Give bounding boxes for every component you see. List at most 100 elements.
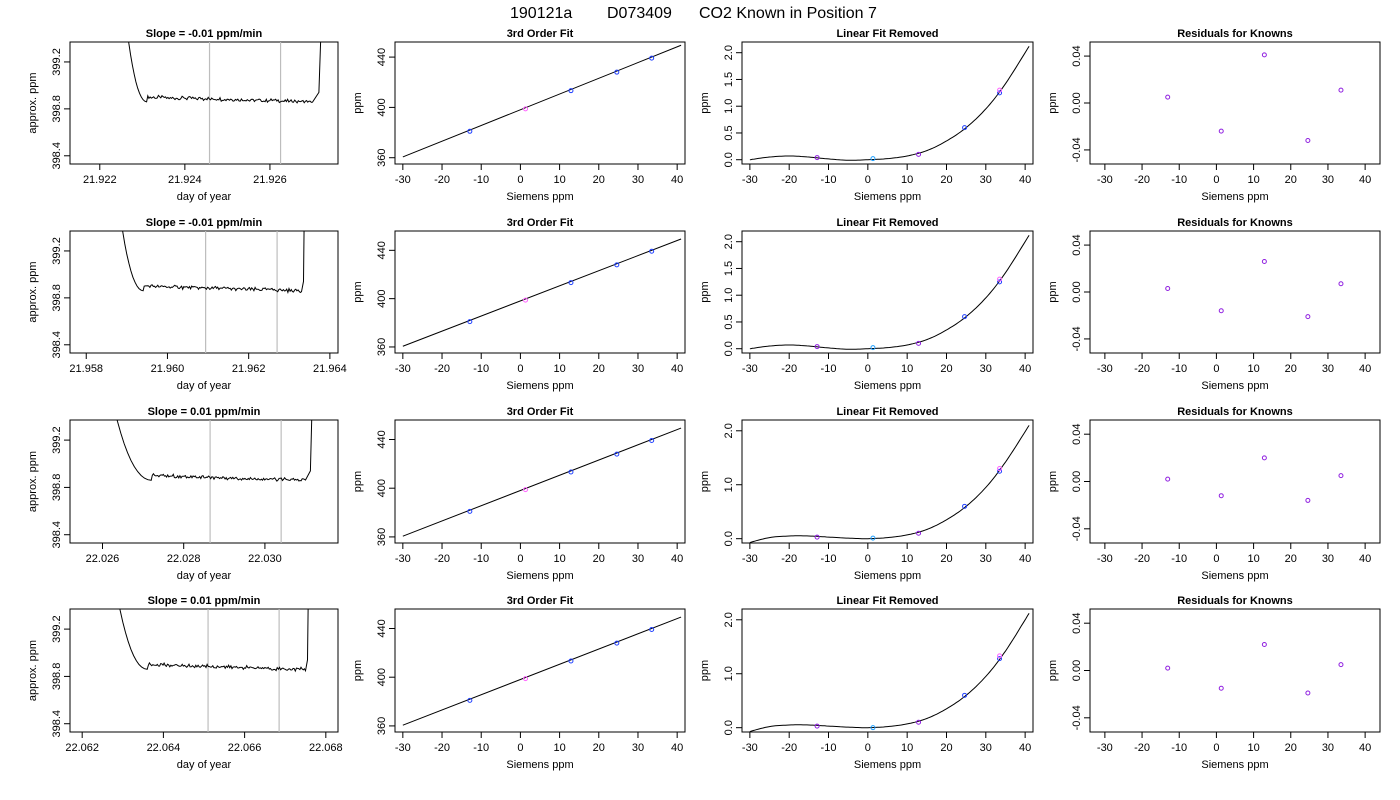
fit-point — [523, 106, 528, 112]
concentration-trace — [119, 609, 309, 673]
plot-frame — [1089, 608, 1381, 733]
x-tick-label: -20 — [434, 742, 450, 754]
panel-fit-row1: 3rd Order Fit -30 -20 -10 0 10 20 30 40 360 400 440… — [352, 217, 686, 392]
x-tick-label: 20 — [940, 742, 952, 754]
y-tick-label: 399.2 — [51, 48, 63, 76]
y-axis-label: approx. ppm — [27, 261, 39, 322]
residual-point — [1338, 87, 1344, 93]
y-tick-label: 0.04 — [1071, 45, 1083, 66]
y-tick-label: 398.4 — [51, 331, 63, 359]
y-tick-label: 0.0 — [723, 720, 735, 735]
y-tick-label: 400 — [376, 479, 388, 497]
y-tick-label: 398.8 — [51, 95, 63, 123]
x-tick-label: 0 — [1213, 363, 1219, 375]
y-tick-label: 398.4 — [51, 710, 63, 738]
y-tick-label: 400 — [376, 289, 388, 307]
y-tick-label: 0.00 — [1071, 92, 1083, 113]
x-tick-label: 30 — [1322, 553, 1334, 565]
x-axis-label: day of year — [177, 759, 232, 771]
x-tick-label: 20 — [593, 553, 605, 565]
fit-point — [523, 297, 528, 303]
x-tick-label: 0 — [1213, 174, 1219, 186]
x-axis-label: Siemens ppm — [506, 191, 573, 203]
y-axis-label: ppm — [1047, 660, 1059, 681]
linear-removed-point — [814, 723, 820, 729]
x-tick-label: 0 — [517, 174, 523, 186]
plot-body — [402, 616, 682, 726]
x-tick-label: -20 — [434, 174, 450, 186]
x-tick-label: 10 — [901, 174, 913, 186]
y-tick-label: 2.0 — [723, 612, 735, 627]
linear-removed-point — [870, 345, 876, 351]
y-tick-label: 440 — [376, 241, 388, 259]
x-tick-label: 20 — [1285, 553, 1297, 565]
y-tick-label: 0.00 — [1071, 660, 1083, 681]
linear-removed-point — [916, 340, 922, 346]
panel-title: Residuals for Knowns — [1177, 406, 1293, 418]
residual-point — [1338, 473, 1344, 479]
panel-residuals-row2: Residuals for Knowns -30 -20 -10 0 10 20 30 40 -0… — [1047, 406, 1381, 582]
plot-body — [119, 609, 309, 732]
fit-point — [467, 319, 473, 325]
residual-point — [1338, 281, 1344, 287]
x-tick-label: 30 — [980, 742, 992, 754]
residual-curve — [749, 46, 1030, 161]
plot-body — [749, 613, 1030, 732]
plot-body — [749, 425, 1030, 543]
y-tick-label: 360 — [376, 149, 388, 167]
x-tick-label: -10 — [1171, 174, 1187, 186]
plot-body — [128, 42, 322, 164]
y-axis-label: approx. ppm — [27, 72, 39, 133]
x-axis-label: Siemens ppm — [1201, 380, 1268, 392]
residual-point — [1165, 476, 1171, 482]
x-tick-label: -20 — [781, 742, 797, 754]
panel-timeseries-row3: Slope = 0.01 ppm/min 22.062 22.064 22.066 22… — [27, 595, 343, 771]
residual-point — [1165, 665, 1171, 671]
y-tick-label: 398.8 — [51, 284, 63, 312]
panel-title: Residuals for Knowns — [1177, 595, 1293, 607]
x-tick-label: 20 — [1285, 174, 1297, 186]
x-tick-label: 0 — [517, 742, 523, 754]
x-tick-label: 21.964 — [313, 363, 347, 375]
x-axis-label: Siemens ppm — [854, 570, 921, 582]
figure-title-description: CO2 Known in Position 7 — [699, 5, 877, 22]
y-tick-label: 0.0 — [723, 531, 735, 546]
x-tick-label: 21.960 — [151, 363, 185, 375]
plot-frame — [394, 41, 686, 165]
plot-frame — [69, 419, 339, 544]
x-tick-label: -20 — [434, 363, 450, 375]
plot-frame — [1089, 230, 1381, 354]
x-tick-label: 40 — [1019, 742, 1031, 754]
x-tick-label: 21.962 — [232, 363, 266, 375]
y-tick-label: 1.5 — [723, 261, 735, 276]
plot-body — [749, 46, 1030, 162]
linear-removed-point — [997, 279, 1003, 285]
concentration-trace — [122, 231, 305, 295]
residual-point — [1305, 314, 1311, 320]
figure-title-run: 190121a — [510, 5, 572, 22]
x-axis-label: Siemens ppm — [506, 380, 573, 392]
y-tick-label: 0.5 — [723, 314, 735, 329]
residual-curve — [749, 425, 1030, 543]
fit-point — [614, 262, 620, 268]
x-tick-label: -30 — [1097, 742, 1113, 754]
x-tick-label: 21.958 — [69, 363, 103, 375]
x-tick-label: 10 — [553, 742, 565, 754]
x-axis-label: Siemens ppm — [854, 380, 921, 392]
x-tick-label: 21.922 — [83, 174, 117, 186]
residual-point — [1305, 138, 1311, 144]
y-tick-label: -0.04 — [1071, 705, 1083, 730]
x-tick-label: 40 — [671, 742, 683, 754]
panel-title: Slope = 0.01 ppm/min — [148, 595, 261, 607]
x-tick-label: 0 — [517, 363, 523, 375]
y-tick-label: 1.0 — [723, 477, 735, 492]
x-tick-label: 40 — [1359, 742, 1371, 754]
fit-point — [467, 697, 473, 703]
linear-removed-point — [870, 535, 876, 541]
y-tick-label: 440 — [376, 619, 388, 637]
x-tick-label: 10 — [901, 363, 913, 375]
plot-body — [1165, 259, 1344, 320]
x-axis-label: day of year — [177, 191, 232, 203]
residual-curve — [749, 613, 1030, 732]
y-tick-label: 1.0 — [723, 288, 735, 303]
